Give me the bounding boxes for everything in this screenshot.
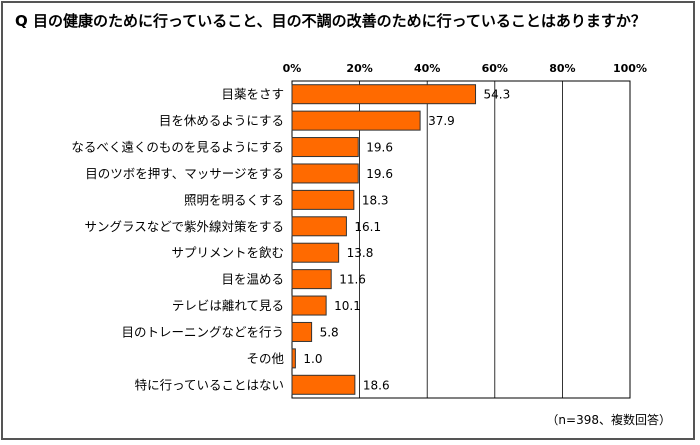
value-label: 11.6 — [339, 273, 366, 287]
bar-chart: 0% 20% 40% 60% 80% 100% 目薬をさす 54.3 目を休めるようにする 37.… — [71, 62, 647, 399]
bar — [291, 84, 477, 105]
x-tick-label: 20% — [346, 62, 372, 75]
chart-frame: Q 目の健康のために行っていること、目の不調の改善のために行っていることはありま… — [1, 1, 695, 440]
category-label: 目のツボを押す、マッサージをする — [85, 166, 284, 181]
bar — [291, 216, 347, 237]
category-label: 照明を明るくする — [184, 192, 284, 207]
x-tick-label: 40% — [414, 62, 440, 75]
category-label: 目のトレーニングなどを行う — [121, 324, 284, 339]
bar — [291, 110, 421, 131]
chart-title: Q 目の健康のために行っていること、目の不調の改善のために行っていることはありま… — [15, 12, 646, 30]
value-label: 16.1 — [354, 220, 381, 234]
category-label: テレビは離れて見る — [172, 298, 284, 313]
category-label: 目を休めるようにする — [159, 113, 284, 128]
bar — [291, 163, 359, 184]
bar — [291, 269, 332, 290]
value-label: 18.6 — [363, 378, 390, 392]
bar — [291, 295, 327, 316]
bar — [291, 137, 359, 158]
value-label: 54.3 — [484, 88, 511, 102]
value-label: 18.3 — [362, 193, 389, 207]
value-label: 37.9 — [428, 114, 455, 128]
x-tick-label: 80% — [549, 62, 575, 75]
value-label: 1.0 — [303, 352, 322, 366]
category-label: 特に行っていることはない — [135, 377, 284, 392]
bar — [291, 374, 356, 395]
category-label: なるべく遠くのものを見るようにする — [71, 140, 284, 155]
bar — [291, 189, 355, 210]
bar — [291, 242, 340, 263]
value-label: 13.8 — [347, 246, 374, 260]
x-tick-label: 100% — [613, 62, 647, 75]
value-label: 10.1 — [334, 299, 361, 313]
value-label: 5.8 — [320, 325, 339, 339]
sample-note: （n=398、複数回答） — [546, 413, 671, 427]
category-label: その他 — [246, 351, 284, 366]
bar — [291, 321, 313, 342]
category-label: サングラスなどで紫外線対策をする — [84, 219, 284, 234]
value-label: 19.6 — [366, 167, 393, 181]
bar — [291, 348, 296, 369]
category-label: 目薬をさす — [221, 87, 284, 102]
x-tick-label: 0% — [283, 62, 302, 75]
category-label: 目を温める — [221, 272, 284, 287]
x-tick-label: 60% — [482, 62, 508, 75]
category-label: サプリメントを飲む — [171, 245, 284, 260]
value-label: 19.6 — [366, 141, 393, 155]
plot-area — [291, 80, 631, 399]
